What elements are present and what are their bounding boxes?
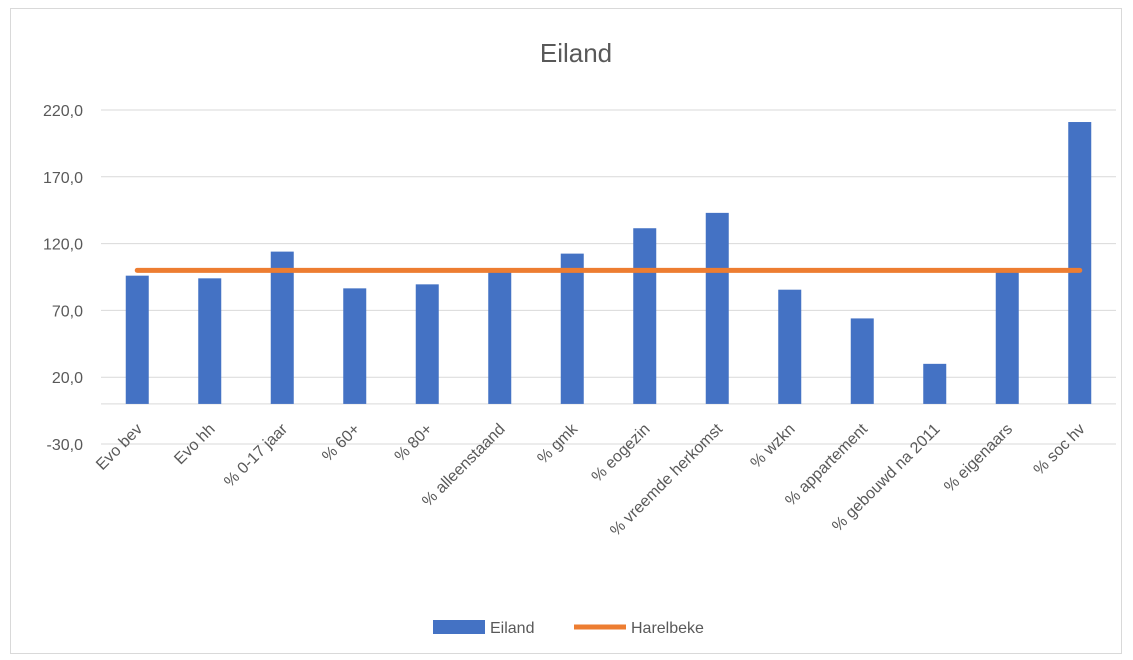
x-axis-ticks: Evo bev Evo hh% 0-17 jaar% 60+% 80+% alle…: [93, 420, 1088, 540]
bar: [923, 363, 947, 404]
bar: [705, 212, 729, 404]
x-tick-label: % 80+: [392, 421, 436, 465]
bar: [125, 275, 149, 404]
y-tick-label: 220,0: [43, 103, 83, 120]
x-tick-label: % eogezin: [589, 421, 654, 486]
legend-label-harelbeke: Harelbeke: [631, 620, 704, 637]
x-tick-label: % soc hv: [1031, 421, 1089, 479]
bar: [778, 289, 802, 404]
legend: Eiland Harelbeke: [433, 620, 704, 637]
bar: [560, 253, 584, 404]
bar: [1068, 122, 1092, 404]
bar: [995, 271, 1019, 404]
y-tick-label: 120,0: [43, 237, 83, 254]
bar: [198, 278, 222, 404]
x-tick-label: % eigenaars: [941, 421, 1016, 496]
y-tick-label: 20,0: [52, 370, 83, 387]
y-tick-label: 70,0: [52, 303, 83, 320]
bar: [850, 318, 874, 404]
x-tick-label: % 0-17 jaar: [221, 420, 291, 490]
bar: [488, 271, 512, 404]
gridlines: [101, 109, 1116, 445]
legend-label-eiland: Eiland: [490, 620, 534, 637]
y-tick-label: -30,0: [47, 437, 84, 454]
bar: [415, 284, 439, 404]
x-tick-label: Evo bev: [93, 421, 146, 474]
bar-series: [125, 122, 1092, 404]
bar: [343, 288, 367, 404]
bar: [633, 228, 657, 404]
y-axis-ticks: 220,0 170,0 120,0 70,0 20,0 -30,0: [43, 103, 83, 454]
y-tick-label: 170,0: [43, 170, 83, 187]
x-tick-label: % 60+: [319, 421, 363, 465]
bar: [270, 251, 294, 404]
legend-swatch-eiland: [433, 620, 485, 634]
chart-title: Eiland: [540, 38, 612, 68]
x-tick-label: % wzkn: [748, 421, 799, 472]
